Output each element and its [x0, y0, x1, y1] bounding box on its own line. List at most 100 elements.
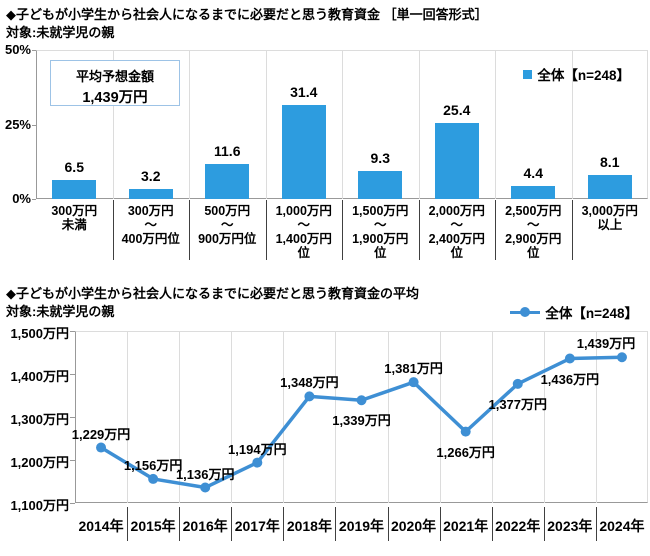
- category-label-line: 位: [450, 246, 463, 260]
- vertical-grid-line: [571, 50, 573, 199]
- vertical-grid-line: [283, 331, 285, 503]
- y-axis-label: 50%: [4, 42, 31, 57]
- data-point-marker: [512, 378, 523, 389]
- bar: [434, 123, 479, 199]
- x-axis-label: 2017年: [234, 518, 280, 534]
- x-axis-label: 2016年: [182, 518, 228, 534]
- bar-value-label: 9.3: [370, 150, 390, 167]
- y-axis-tick: [32, 50, 36, 51]
- bar: [52, 179, 97, 199]
- data-point-marker: [96, 442, 107, 453]
- vertical-grid-line: [112, 50, 114, 199]
- line-chart-section: ◆子どもが小学生から社会人になるまでに必要だと思う教育資金の平均 対象:未就学児…: [0, 269, 650, 556]
- y-axis-label: 25%: [4, 116, 31, 132]
- y-axis-label: 1,300万円: [10, 412, 69, 427]
- category-label: 500万円～ 900万円位: [189, 204, 266, 246]
- y-axis-tick: [32, 124, 36, 126]
- data-point-marker: [356, 395, 367, 406]
- vertical-grid-line: [495, 50, 496, 199]
- bar: [281, 105, 326, 199]
- bar-chart-target: 対象:未就学児の親: [6, 25, 115, 40]
- category-separator: [189, 200, 190, 260]
- bar: [511, 185, 556, 199]
- y-axis-tick: [70, 503, 75, 504]
- category-label-line: 以上: [597, 218, 623, 232]
- x-axis-label: 2024年: [599, 518, 645, 534]
- y-axis-label: 1,500万円: [10, 326, 69, 341]
- y-axis-label: 1,400万円: [10, 369, 69, 384]
- category-label: 1,500万円～ 1,900万円位: [342, 204, 419, 260]
- bar-value-label: 4.4: [523, 164, 543, 181]
- data-point-marker: [304, 391, 315, 402]
- x-axis-separator: [127, 507, 129, 541]
- bar-value-label: 25.4: [443, 102, 471, 119]
- category-label-line: ～: [373, 218, 387, 232]
- category-label-line: 2,400万円: [428, 232, 485, 246]
- vertical-grid-line: [543, 331, 545, 503]
- point-value-label: 1,381万円: [384, 361, 443, 377]
- vertical-grid-line: [179, 331, 181, 503]
- data-point-marker: [200, 482, 211, 493]
- y-axis-label: 1,200万円: [10, 455, 69, 470]
- category-label-line: 400万円位: [121, 232, 180, 246]
- x-axis-separator: [335, 507, 337, 541]
- x-axis-label: 2015年: [130, 518, 176, 534]
- category-separator: [112, 200, 114, 260]
- category-label-line: 2,000万円: [428, 204, 485, 218]
- y-axis-tick: [32, 199, 36, 200]
- vertical-grid-line: [418, 50, 420, 199]
- vertical-grid-line: [439, 331, 441, 503]
- category-label-line: ～: [144, 218, 157, 232]
- y-axis-tick: [70, 460, 75, 461]
- data-point-marker: [564, 353, 575, 364]
- bar: [358, 171, 403, 199]
- data-point-marker: [148, 473, 159, 484]
- bar: [587, 174, 632, 199]
- category-separator: [418, 200, 420, 260]
- x-axis-label: 2019年: [338, 518, 385, 534]
- bar-value-label: 3.2: [141, 168, 161, 185]
- x-axis-label: 2022年: [495, 518, 541, 534]
- x-axis-separator: [491, 507, 493, 541]
- y-axis-label: 0%: [12, 191, 31, 206]
- y-axis-label: 1,100万円: [10, 498, 69, 513]
- line-series-svg: [96, 352, 627, 493]
- category-label-line: ～: [220, 218, 234, 232]
- x-axis-separator: [283, 507, 285, 541]
- bar-value-label: 31.4: [290, 84, 318, 101]
- y-axis-tick: [70, 374, 75, 375]
- y-axis-tick: [70, 331, 75, 332]
- point-value-label: 1,229万円: [71, 426, 131, 442]
- category-label-line: 2,500万円: [505, 204, 562, 218]
- category-label-line: 300万円: [127, 204, 174, 218]
- point-value-label: 1,377万円: [488, 396, 548, 412]
- data-point-marker: [252, 457, 263, 468]
- vertical-grid-line: [491, 331, 493, 503]
- category-separator: [571, 200, 573, 260]
- category-label-line: 900万円位: [198, 232, 257, 246]
- bar-value-label: 8.1: [600, 153, 620, 170]
- bar-value-label: 6.5: [64, 158, 84, 175]
- category-label: 300万円 未満: [36, 204, 113, 232]
- bar-value-label: 11.6: [214, 143, 241, 160]
- bar-chart-section: ◆子どもが小学生から社会人になるまでに必要だと思う教育資金 ［単一回答形式］ 対…: [0, 0, 650, 269]
- category-label-line: ～: [297, 218, 310, 232]
- line-chart-legend-label: 全体【n=248】: [545, 306, 638, 321]
- category-label-line: 3,000万円: [581, 204, 638, 218]
- category-label-line: 未満: [61, 218, 87, 232]
- category-separator: [495, 200, 496, 260]
- category-label: 3,000万円 以上: [572, 204, 649, 232]
- point-value-label: 1,136万円: [175, 466, 235, 482]
- vertical-grid-line: [231, 331, 233, 503]
- bar-chart-canvas: 50% 25% 0% 6.5 300万円 未満 3.2 300万円～ 400万円位 11.6 500…: [0, 0, 650, 269]
- line-chart-target: 対象:未就学児の親: [6, 304, 115, 319]
- x-axis-label: 2014年: [78, 518, 124, 534]
- x-axis-separator: [439, 507, 441, 541]
- bar: [128, 189, 173, 199]
- category-label-line: 2,900万円: [505, 232, 562, 246]
- category-label: 300万円～ 400万円位: [113, 204, 190, 246]
- legend-square-marker-icon: [523, 69, 533, 79]
- x-axis-separator: [179, 507, 181, 541]
- point-value-label: 1,348万円: [280, 375, 339, 391]
- vertical-grid-line: [342, 50, 343, 199]
